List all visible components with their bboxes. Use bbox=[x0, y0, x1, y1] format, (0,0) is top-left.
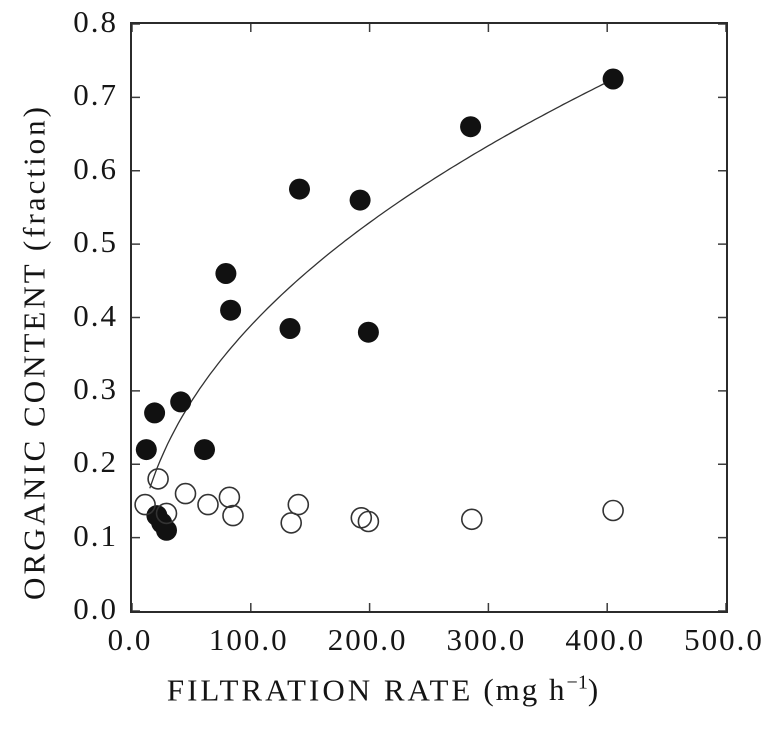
data-point-filled bbox=[279, 318, 301, 339]
data-point-filled bbox=[156, 519, 177, 541]
data-point-open bbox=[155, 502, 178, 525]
data-point-filled bbox=[135, 439, 157, 461]
data-point-open bbox=[147, 468, 169, 490]
x-axis-tick-label: 100.0 bbox=[208, 622, 289, 657]
y-axis-tick-label: 0.6 bbox=[73, 150, 118, 186]
data-point-filled bbox=[144, 402, 166, 424]
x-axis-title-unit-prefix: (mg h bbox=[483, 672, 567, 708]
y-axis-tick-label: 0.7 bbox=[73, 77, 118, 113]
x-axis-tick-label: 300.0 bbox=[446, 622, 527, 657]
data-point-filled bbox=[602, 68, 624, 90]
y-axis-tick-label: 0.8 bbox=[73, 4, 118, 39]
data-point-open bbox=[602, 499, 624, 522]
data-point-filled bbox=[170, 391, 192, 413]
data-point-filled bbox=[194, 439, 215, 461]
data-point-open bbox=[357, 510, 380, 533]
y-axis-tick-label: 0.5 bbox=[73, 224, 118, 260]
data-point-open bbox=[287, 493, 310, 516]
y-axis-tick-label: 0.3 bbox=[73, 370, 118, 406]
data-point-filled bbox=[349, 189, 371, 211]
data-point-open bbox=[197, 493, 219, 516]
x-axis-tick-label: 500.0 bbox=[684, 622, 764, 657]
data-point-open bbox=[134, 493, 156, 516]
data-point-filled bbox=[220, 299, 242, 321]
data-point-filled bbox=[357, 321, 379, 343]
fit-curve bbox=[149, 78, 614, 489]
data-point-open bbox=[218, 486, 241, 509]
data-point-open bbox=[280, 512, 302, 534]
data-point-filled bbox=[215, 263, 237, 284]
data-point-filled bbox=[460, 116, 482, 138]
y-axis-tick-label: 0.2 bbox=[73, 444, 118, 480]
x-axis-tick-label: 200.0 bbox=[327, 622, 408, 657]
y-axis-tick-label: 0.0 bbox=[73, 591, 118, 626]
x-axis-tick-label: 400.0 bbox=[565, 622, 646, 657]
y-axis-tick-label: 0.4 bbox=[73, 297, 118, 333]
data-point-open bbox=[174, 482, 197, 505]
x-axis-title-unit-exponent: −1 bbox=[566, 672, 588, 694]
y-axis-tick-label: 0.1 bbox=[73, 517, 118, 553]
x-axis-tick-label: 0.0 bbox=[107, 622, 153, 657]
plot-canvas bbox=[132, 24, 726, 611]
data-point-filled bbox=[289, 178, 310, 200]
x-axis-title-main: FILTRATION RATE bbox=[166, 672, 474, 708]
data-point-open bbox=[460, 508, 483, 531]
data-point-open bbox=[222, 504, 244, 527]
x-axis-title-unit-suffix: ) bbox=[587, 672, 601, 708]
x-axis-title: FILTRATION RATE (mg h−1) bbox=[0, 672, 767, 708]
plot-area bbox=[130, 22, 728, 613]
